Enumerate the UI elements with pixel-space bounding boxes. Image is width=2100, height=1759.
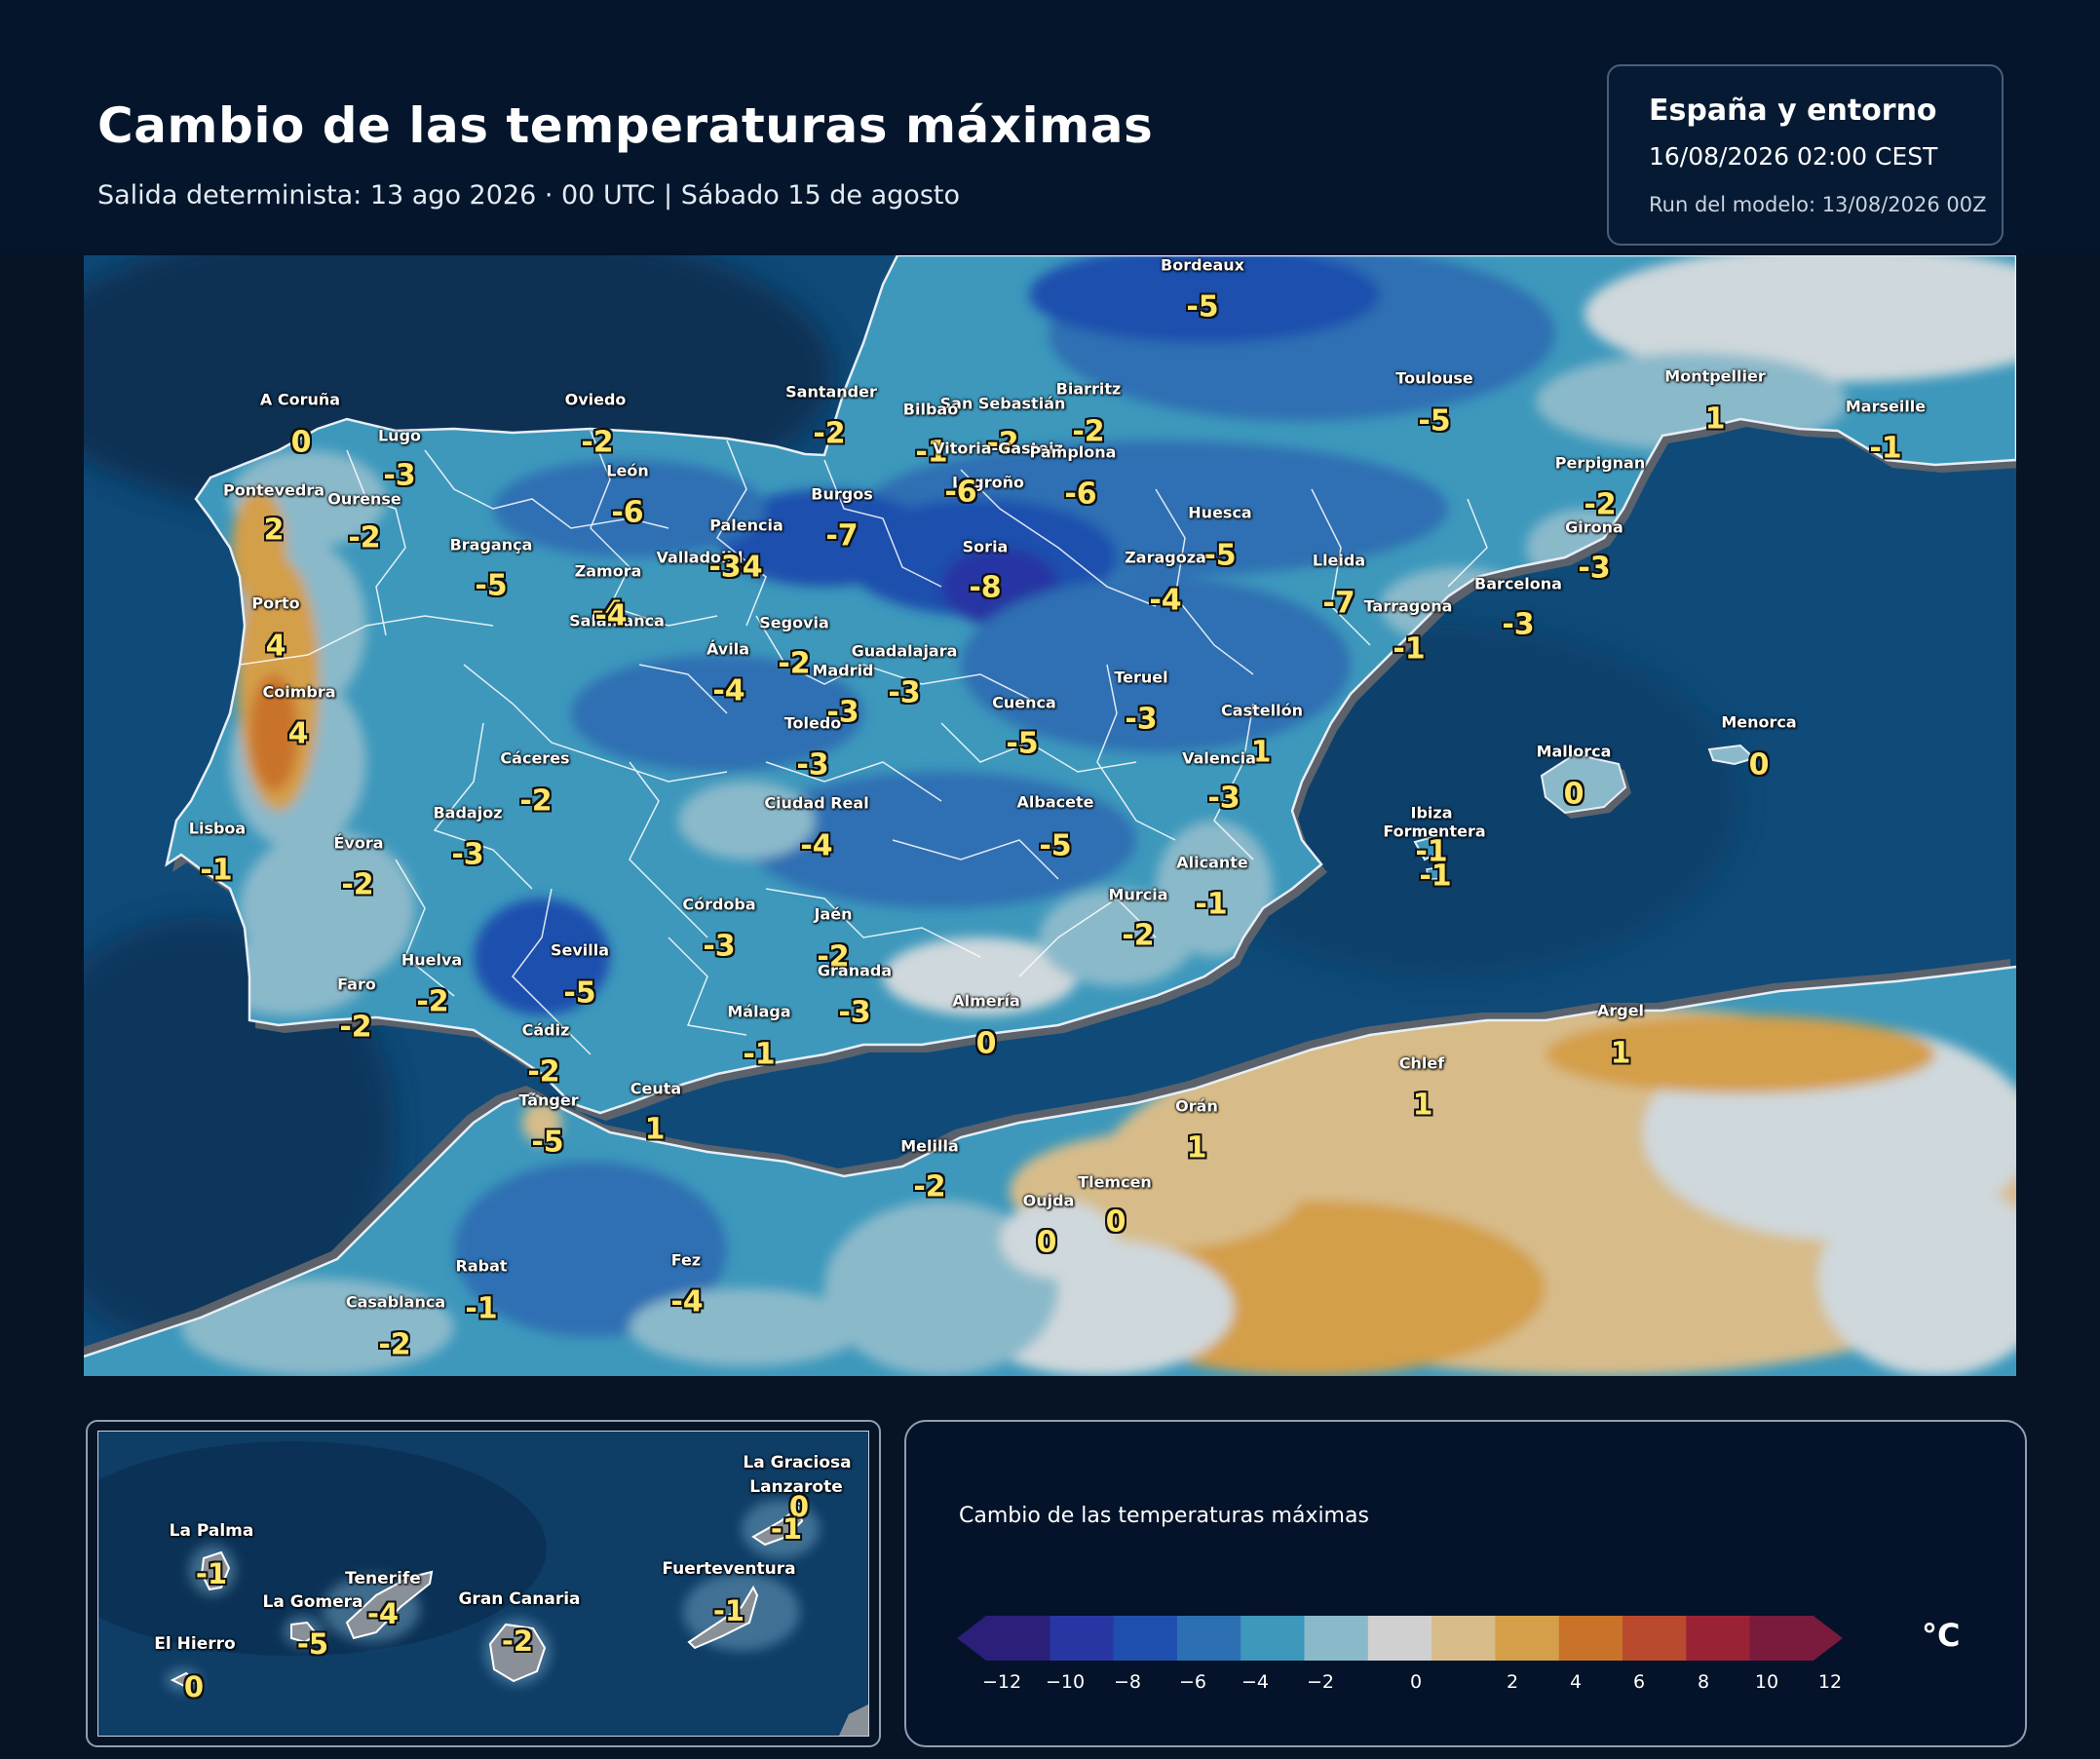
legend-tick-label: 12 xyxy=(1817,1671,1843,1693)
colorbar-segment-12 xyxy=(1749,1616,1843,1661)
legend-title: Cambio de las temperaturas máximas xyxy=(959,1504,1369,1528)
main-map[interactable]: Bordeaux -5 Toulouse -5 Montpellier 1 Marseill… xyxy=(84,255,2016,1376)
colorbar-segment-5 xyxy=(1304,1616,1369,1661)
colorbar-segment-2 xyxy=(1113,1616,1178,1661)
colorbar-segment-0 xyxy=(957,1616,1050,1661)
map-canvas xyxy=(84,255,2016,1376)
legend-tick-label: 10 xyxy=(1754,1671,1779,1693)
colorbar-segment-8 xyxy=(1495,1616,1560,1661)
legend-tick-label: −2 xyxy=(1306,1671,1335,1693)
colorbar-segment-11 xyxy=(1686,1616,1751,1661)
colorbar-segment-4 xyxy=(1241,1616,1305,1661)
legend-tick-label: 6 xyxy=(1632,1671,1646,1693)
legend-colorbar xyxy=(957,1616,1843,1661)
legend-tick-label: −4 xyxy=(1241,1671,1270,1693)
legend-tick-label: −6 xyxy=(1178,1671,1207,1693)
colorbar-segment-10 xyxy=(1623,1616,1687,1661)
legend-tick-label: 2 xyxy=(1506,1671,1519,1693)
legend-unit: °C xyxy=(1922,1617,1961,1654)
info-panel: España y entorno 16/08/2026 02:00 CEST R… xyxy=(1607,64,2004,246)
colorbar-segment-6 xyxy=(1367,1616,1432,1661)
canarias-canvas xyxy=(98,1432,868,1736)
colorbar-segment-1 xyxy=(1050,1616,1115,1661)
header: Cambio de las temperaturas máximas Salid… xyxy=(0,0,2100,253)
page-subtitle: Salida determinista: 13 ago 2026 · 00 UT… xyxy=(97,180,960,210)
legend-panel: Cambio de las temperaturas máximas −12 −1… xyxy=(904,1420,2027,1747)
region-label: España y entorno xyxy=(1649,94,1937,128)
colorbar-segment-3 xyxy=(1176,1616,1241,1661)
legend-tick-label: 8 xyxy=(1697,1671,1710,1693)
legend-tick-label: −10 xyxy=(1045,1671,1086,1693)
valid-datetime: 16/08/2026 02:00 CEST xyxy=(1649,142,1938,171)
legend-tick-label: −8 xyxy=(1113,1671,1142,1693)
legend-tick-label: −12 xyxy=(981,1671,1022,1693)
page-title: Cambio de las temperaturas máximas xyxy=(97,97,1154,154)
canarias-inset[interactable]: La Graciosa 0 Lanzarote -1 La Palma -1 Tenerif… xyxy=(97,1431,869,1737)
colorbar-segment-9 xyxy=(1558,1616,1623,1661)
legend-tick-label: 4 xyxy=(1569,1671,1583,1693)
colorbar-segment-7 xyxy=(1432,1616,1496,1661)
model-run-label: Run del modelo: 13/08/2026 00Z xyxy=(1649,193,1987,216)
legend-tick-label: 0 xyxy=(1409,1671,1423,1693)
